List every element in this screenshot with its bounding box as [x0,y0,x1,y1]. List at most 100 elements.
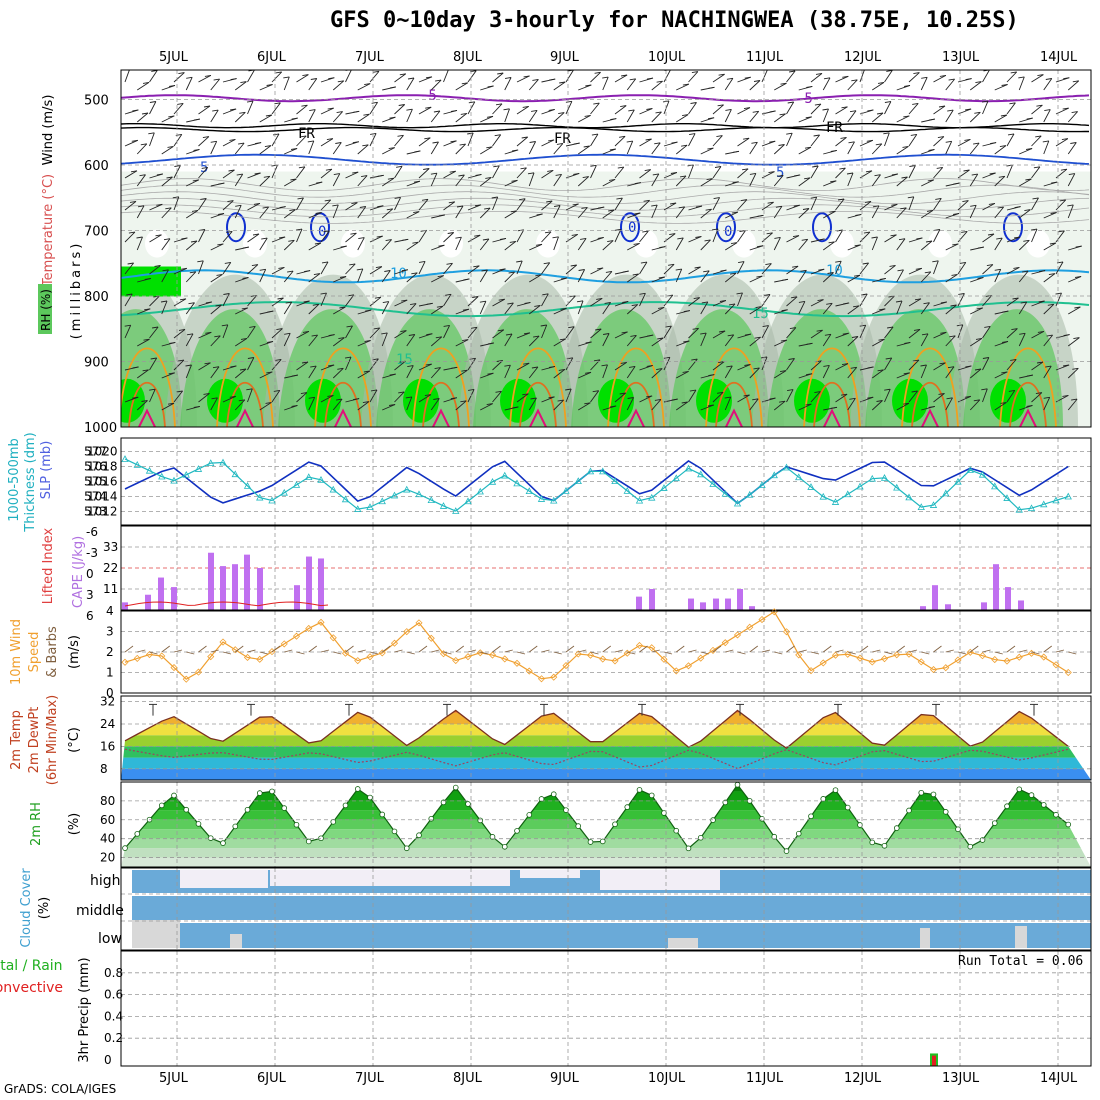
wind-barb-flag [989,172,996,175]
wind-barb-flag [781,309,788,312]
wind-barb-flag [1000,401,1007,404]
thickness-marker [145,466,154,474]
wind-barb-flag [460,112,467,115]
wind-barb [810,360,822,371]
wind-barb [369,235,383,243]
wind-barb-flag [143,338,150,341]
wind-barb-flag [804,177,811,180]
thickness-marker [121,455,129,462]
thickness-marker [831,498,840,505]
wind-barb-flag [353,398,360,401]
rh-marker [612,821,618,828]
wind-barb-flag [593,359,601,362]
wind-barb [553,174,562,187]
wind-barb [1043,397,1051,411]
wind-barb [565,357,574,371]
rh-marker [1028,792,1035,798]
wind-barb [185,77,193,91]
wind-barb-flag [701,301,708,304]
wind-barb [381,301,390,315]
rh-blob-green [473,309,573,427]
wind-barb [357,175,368,187]
wind-barb [639,293,646,307]
wind-barb-flag [365,309,372,312]
wind-barb-flag [762,325,769,328]
wind-barb [614,135,626,147]
wind-barb-flag [523,362,530,365]
wind-barb-flag [414,150,421,153]
rh-marker [269,788,275,795]
wind-barb [479,207,491,219]
wind-barb [504,77,512,91]
temp-contour-orange [901,347,959,427]
wind-barb [149,389,156,403]
wind-barb [382,404,396,411]
wind-barb-flag [923,302,930,305]
wind-barb-flag [711,228,719,231]
wind-speed-marker [966,648,974,656]
wind-barb-flag [714,166,722,168]
temp-contour-magenta [138,408,156,427]
wind-barb [1043,365,1052,379]
wind-barb-flag [251,264,258,267]
pressure-tick-label: 900 [84,355,109,370]
wind-barb [663,357,671,371]
wind-barb-flag [757,214,764,217]
wind-barb-flag [646,77,654,80]
wind-barb-flag [127,262,134,265]
wind-speed-marker [819,659,827,667]
wind-barb [1018,270,1029,283]
wind-barb-flag [1022,270,1029,273]
wind-barb-flag [976,307,983,310]
thickness-marker [231,470,239,478]
wind-barb [1006,133,1015,147]
wind-barb [578,84,592,91]
wind-barb-flag [141,400,148,402]
wind-barb-flag [344,356,352,359]
thickness-marker [1040,500,1048,508]
wind-barb [835,106,848,115]
wind-barb [516,106,529,115]
wind-barb [872,82,885,91]
wind-barb [908,196,915,211]
temp-contour-darkorange [813,382,851,427]
wind-barb [1055,138,1069,147]
wind-barb-flag [302,74,309,77]
wind-barb [394,73,407,83]
temp-contour-orange [999,347,1057,427]
cape-bar [649,589,655,610]
wind-barb-flag [876,112,884,115]
wind-barb-flag [226,230,233,233]
wind-barb-flag [583,145,590,148]
wind-barb [247,203,261,211]
wind-barb-flag [862,262,869,265]
wind-barb [332,111,343,123]
wind-barb-flag [358,237,365,240]
wind-barb-flag [495,390,502,393]
wind-barb-flag [310,365,317,368]
wind-barb-flag [278,266,285,269]
wind-barb-flag [389,373,396,376]
wind-barb [210,109,219,123]
wind-barb [418,106,432,115]
wind-barb [528,335,540,347]
wind-barb [663,263,675,275]
wind-barb-flag [487,85,494,88]
wind-barb [920,271,932,283]
wind-barb-flag [813,134,820,137]
wind-barb [480,146,493,155]
wind-barb [235,307,248,315]
wind-barb-flag [727,334,734,337]
wind-barb [247,70,255,83]
wind-barb [578,402,591,411]
wind-barb-flag [948,78,955,81]
thickness-marker [868,474,876,482]
thickness-marker [537,495,546,502]
wind-barb [835,363,849,371]
wind-barb-flag [1062,394,1069,397]
wind-barb-flag [239,111,246,114]
rh-marker [220,840,226,846]
wind-barb [308,273,321,283]
wind-barb-flag [426,302,433,305]
wind-barb [761,263,772,275]
